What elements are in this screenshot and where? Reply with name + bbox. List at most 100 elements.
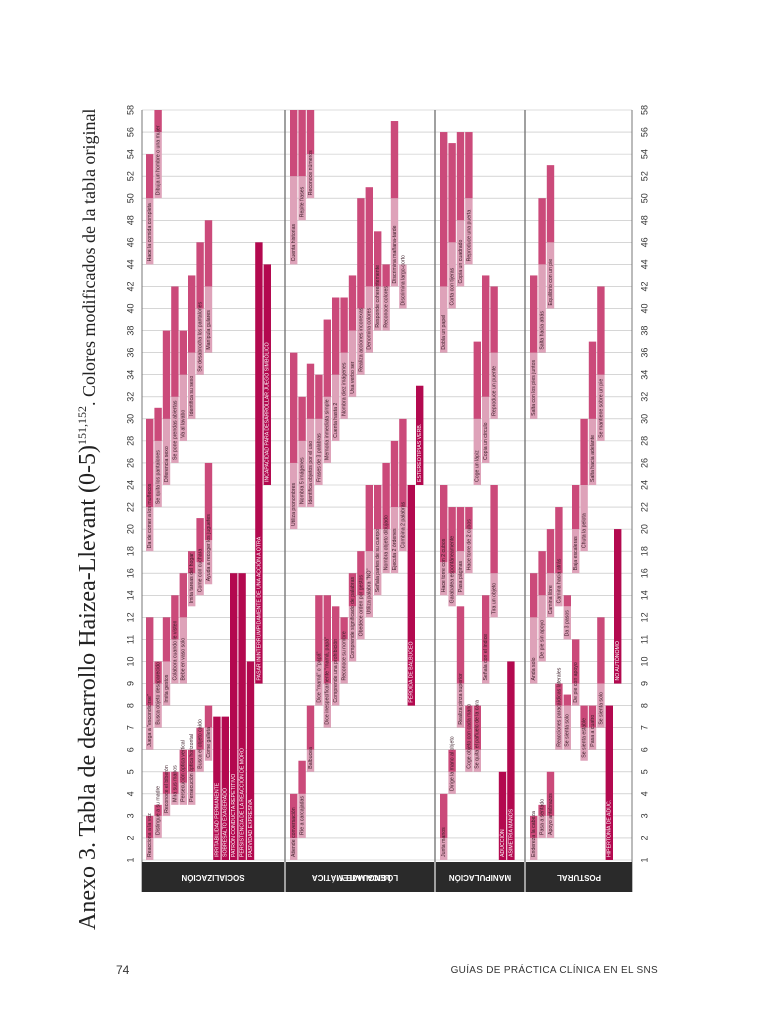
milestone-bar-light [538, 815, 546, 838]
milestone-bar-light [546, 815, 555, 838]
footer-guide-title: GUÍAS DE PRÁCTICA CLÍNICA EN EL SNS [450, 965, 658, 976]
alarm-bar [416, 385, 424, 485]
milestone-bar-dark [572, 485, 580, 530]
milestone-bar-light [490, 352, 498, 419]
tick-label-left: 1 [125, 857, 135, 862]
alarm-bar [221, 716, 229, 860]
section-header-label: LÓGICA MATEMÁTICA [312, 873, 398, 882]
milestone-bar-light [546, 242, 555, 309]
tick-label-right: 8 [639, 703, 649, 708]
milestone-label: Responde coherentemente [375, 265, 381, 328]
tick-label-left: 46 [125, 237, 135, 247]
alarm-bar [507, 661, 515, 860]
alarm-bar [255, 242, 263, 684]
alarm-bar [213, 716, 221, 860]
milestone-label: Nombra diez imágenes [341, 362, 347, 416]
tick-label-right: 42 [639, 281, 649, 291]
milestone-bar-light [162, 793, 171, 816]
milestone-label: Se sienta solo [598, 692, 604, 725]
tick-label-left: 28 [125, 436, 135, 446]
alarm-bar [498, 771, 507, 860]
milestone-label: Señala partes de su cuerpo [375, 529, 381, 593]
milestone-bar-light [146, 507, 154, 552]
milestone-bar-light [298, 440, 306, 508]
alarm-label: NO AUTÓNOMO [614, 641, 621, 680]
tick-label-left: 18 [125, 546, 135, 556]
milestone-label: Identifica objetos por el uso [308, 441, 314, 504]
tick-label-left: 44 [125, 259, 135, 269]
tick-label-left: 22 [125, 502, 135, 512]
tick-label-right: 24 [639, 480, 649, 490]
milestone-bar-dark [597, 617, 605, 684]
milestone-bar-dark [546, 165, 555, 243]
milestone-bar-light [188, 573, 196, 607]
tick-label-left: 9 [125, 681, 135, 686]
tick-label-right: 40 [639, 304, 649, 314]
milestone-bar-dark [465, 705, 473, 750]
tick-label-right: 30 [639, 414, 649, 424]
tick-label-left: 36 [125, 348, 135, 358]
milestone-bar-dark [357, 198, 365, 309]
milestone-bar-light [357, 595, 365, 640]
milestone-label: Se sienta estable [581, 718, 587, 758]
milestone-bar-dark [154, 661, 162, 684]
milestone-bar-light [179, 374, 187, 441]
milestone-bar-light [179, 617, 187, 684]
milestone-bar-dark [188, 749, 196, 772]
milestone-label: Pasa a sentado [539, 799, 545, 835]
milestone-bar-light [448, 242, 456, 309]
tick-label-right: 10 [639, 656, 649, 666]
tick-label-left: 58 [125, 105, 135, 115]
tick-label-right: 4 [639, 791, 649, 796]
milestone-label: Reproduce una puerta [466, 210, 472, 262]
milestone-bar-dark [399, 418, 407, 508]
milestone-label: Reacciones paracaídicas laterales [556, 667, 562, 746]
milestone-bar-light [440, 286, 448, 353]
milestone-bar-dark [315, 374, 323, 419]
milestone-label: Cuenta hasta 2 [333, 403, 339, 438]
milestone-label: Junta manos [441, 827, 447, 857]
milestone-bar-light [448, 573, 456, 607]
tick-label-left: 20 [125, 524, 135, 534]
milestone-bar-light [456, 683, 465, 728]
tick-label-right: 20 [639, 524, 649, 534]
milestone-bar-light [382, 529, 390, 574]
tick-label-left: 42 [125, 281, 135, 291]
tick-label-right: 1 [639, 857, 649, 862]
milestone-label: Dobla un papel [441, 315, 447, 350]
milestone-bar-light [290, 462, 298, 530]
milestone-bar-dark [546, 529, 555, 574]
tick-label-right: 11 [639, 635, 649, 644]
milestone-bar-light [374, 286, 382, 331]
milestone-bar-light [204, 286, 213, 353]
milestone-label: Comprende significado de palabras [350, 576, 356, 658]
milestone-bar-dark [196, 727, 204, 750]
milestone-bar-light [315, 418, 323, 485]
alarm-label: ASIMETRÍA MANOS [507, 808, 514, 857]
alarm-label: PASAR ININTERRUMPIDAMENTE DE UNA ACCIÓN … [255, 536, 262, 680]
milestone-label: Discrimina mañana-tarde [392, 225, 398, 283]
tick-label-left: 4 [125, 791, 135, 796]
tick-label-left: 2 [125, 835, 135, 840]
milestone-bar-dark [162, 617, 171, 662]
milestone-bar-light [390, 198, 399, 287]
milestone-label: Juega a "escondicirse" [147, 694, 153, 747]
milestone-bar-dark [448, 507, 456, 574]
milestone-bar-light [365, 286, 373, 353]
tick-label-right: 3 [639, 813, 649, 818]
milestone-bar-light [482, 396, 490, 463]
milestone-label: Da de comer a los muñecos [147, 483, 153, 548]
milestone-bar-dark [306, 705, 315, 750]
milestone-bar-dark [154, 804, 162, 816]
alarm-bar [230, 573, 238, 860]
tick-label-right: 12 [639, 612, 649, 622]
milestone-bar-dark [154, 110, 162, 133]
alarm-bar [605, 705, 613, 860]
milestone-bar-light [154, 683, 162, 728]
milestone-bar-dark [298, 396, 306, 441]
tick-label-right: 46 [639, 237, 649, 247]
milestone-label: Reconoce el biberón [164, 765, 170, 813]
milestone-bar-light [188, 352, 196, 419]
milestone-label: Salta hacia adelante [590, 435, 596, 482]
